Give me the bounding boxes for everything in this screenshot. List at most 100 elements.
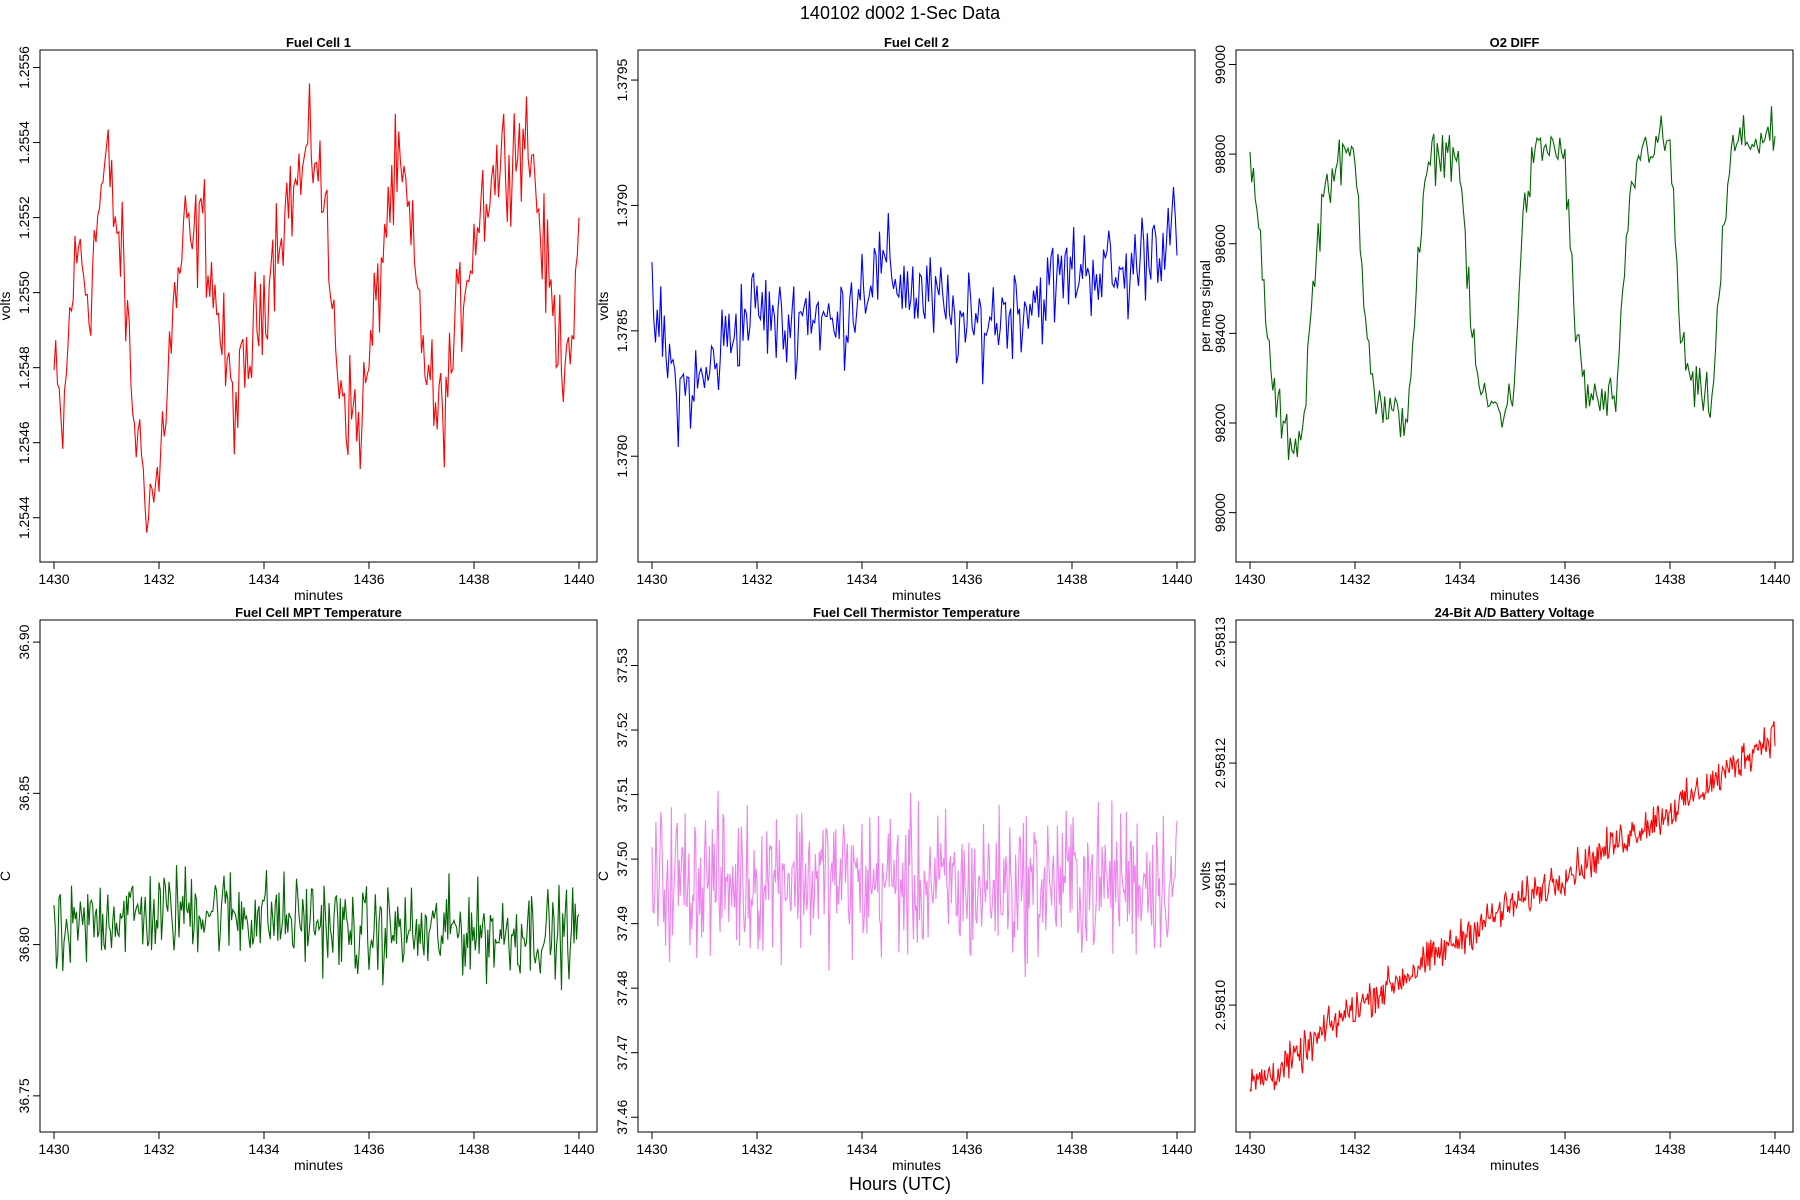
chart-panel-5: Fuel Cell Thermistor Temperature 1430 1432… (595, 605, 1196, 1173)
y-tick-label: 37.53 (614, 648, 630, 683)
y-tick-label: 98600 (1212, 224, 1228, 263)
x-axis-label: minutes (1490, 587, 1539, 603)
y-tick-label: 37.51 (614, 777, 630, 812)
y-tick-label: 36.85 (16, 776, 32, 811)
y-tick-label: 37.46 (614, 1100, 630, 1135)
series-line (53, 83, 580, 533)
series-line (53, 865, 580, 991)
x-axis-label: minutes (892, 1157, 941, 1173)
x-tick-label: 1430 (1234, 571, 1265, 587)
x-tick-label: 1434 (1444, 571, 1475, 587)
y-axis-label: C (0, 871, 13, 881)
x-tick-label: 1436 (951, 1141, 982, 1157)
x-axis-label: minutes (294, 587, 343, 603)
y-tick-label: 37.49 (614, 906, 630, 941)
x-tick-label: 1432 (741, 571, 772, 587)
x-tick-label: 1440 (1161, 571, 1192, 587)
y-tick-label: 36.80 (16, 927, 32, 962)
panel-title: Fuel Cell Thermistor Temperature (813, 605, 1020, 620)
x-tick-label: 1438 (1654, 571, 1685, 587)
plot-frame (39, 619, 598, 1133)
chart-panel-6: 24-Bit A/D Battery Voltage 1430 1432 1434 14… (1197, 605, 1794, 1173)
y-tick-label: 1.2544 (16, 496, 32, 539)
panel-title: Fuel Cell MPT Temperature (235, 605, 402, 620)
x-tick-label: 1430 (38, 1141, 69, 1157)
y-tick-label: 36.75 (16, 1078, 32, 1113)
panel-title: Fuel Cell 2 (884, 35, 949, 50)
x-tick-label: 1440 (563, 571, 594, 587)
x-tick-label: 1434 (248, 571, 279, 587)
y-tick-label: 1.2550 (16, 271, 32, 314)
x-tick-label: 1436 (353, 571, 384, 587)
chart-panel-3: O2 DIFF 1430 1432 1434 1436 1438 1440 98000 9820… (1197, 35, 1794, 603)
y-tick-label: 2.95810 (1212, 980, 1228, 1031)
y-tick-label: 1.2554 (16, 121, 32, 164)
x-tick-label: 1432 (143, 1141, 174, 1157)
x-tick-label: 1438 (1056, 1141, 1087, 1157)
x-tick-label: 1432 (1339, 571, 1370, 587)
plot-frame (1235, 49, 1794, 563)
figure-title: 140102 d002 1-Sec Data (800, 3, 1001, 23)
chart-panel-1: Fuel Cell 1 1430 1432 1434 1436 1438 1440 1.254… (0, 35, 598, 603)
y-tick-label: 98400 (1212, 314, 1228, 353)
y-tick-label: 2.95812 (1212, 738, 1228, 789)
x-tick-label: 1430 (636, 1141, 667, 1157)
y-tick-label: 98800 (1212, 134, 1228, 173)
x-tick-label: 1434 (248, 1141, 279, 1157)
x-tick-label: 1438 (1056, 571, 1087, 587)
x-tick-label: 1432 (143, 571, 174, 587)
x-axis-label: minutes (1490, 1157, 1539, 1173)
x-tick-label: 1430 (38, 571, 69, 587)
x-tick-label: 1432 (1339, 1141, 1370, 1157)
x-tick-label: 1434 (846, 1141, 877, 1157)
y-tick-label: 1.2546 (16, 421, 32, 464)
x-tick-label: 1440 (1759, 571, 1790, 587)
chart-panel-4: Fuel Cell MPT Temperature 1430 1432 1434 143… (0, 605, 598, 1173)
y-tick-label: 2.95813 (1212, 617, 1228, 668)
panel-title: 24-Bit A/D Battery Voltage (1435, 605, 1595, 620)
chart-panel-2: Fuel Cell 2 1430 1432 1434 1436 1438 1440 1.378… (595, 35, 1196, 603)
y-tick-label: 37.48 (614, 970, 630, 1005)
y-tick-label: 99000 (1212, 45, 1228, 84)
panels: Fuel Cell 1 1430 1432 1434 1436 1438 1440 1.254… (0, 35, 1794, 1173)
y-tick-label: 1.2556 (16, 46, 32, 89)
y-tick-label: 2.95811 (1212, 859, 1228, 909)
x-tick-label: 1440 (563, 1141, 594, 1157)
x-tick-label: 1434 (1444, 1141, 1475, 1157)
series-line (1249, 106, 1776, 461)
panel-title: Fuel Cell 1 (286, 35, 351, 50)
x-tick-label: 1430 (1234, 1141, 1265, 1157)
y-tick-label: 1.2552 (16, 196, 32, 239)
series-line (651, 186, 1178, 448)
y-tick-label: 37.50 (614, 841, 630, 876)
x-tick-label: 1440 (1759, 1141, 1790, 1157)
y-tick-label: 1.3795 (614, 58, 630, 101)
x-tick-label: 1436 (1549, 1141, 1580, 1157)
x-tick-label: 1438 (1654, 1141, 1685, 1157)
y-tick-label: 98000 (1212, 493, 1228, 532)
x-tick-label: 1440 (1161, 1141, 1192, 1157)
y-axis-label: volts (0, 292, 13, 321)
x-tick-label: 1436 (951, 571, 982, 587)
y-tick-label: 37.52 (614, 712, 630, 747)
y-axis-label: C (595, 871, 611, 881)
y-axis-label: volts (595, 292, 611, 321)
y-tick-label: 98200 (1212, 403, 1228, 442)
y-tick-label: 37.47 (614, 1035, 630, 1070)
y-axis-label: per meg signal (1197, 260, 1213, 352)
x-tick-label: 1436 (353, 1141, 384, 1157)
x-tick-label: 1432 (741, 1141, 772, 1157)
x-axis-label: minutes (294, 1157, 343, 1173)
x-tick-label: 1438 (458, 1141, 489, 1157)
x-tick-label: 1434 (846, 571, 877, 587)
panel-title: O2 DIFF (1490, 35, 1540, 50)
series-line (651, 790, 1178, 978)
y-tick-label: 1.3790 (614, 184, 630, 227)
series-line (1249, 720, 1776, 1092)
y-tick-label: 1.2548 (16, 346, 32, 389)
x-tick-label: 1430 (636, 571, 667, 587)
plot-frame (1235, 619, 1794, 1133)
x-axis-label: minutes (892, 587, 941, 603)
x-tick-label: 1438 (458, 571, 489, 587)
